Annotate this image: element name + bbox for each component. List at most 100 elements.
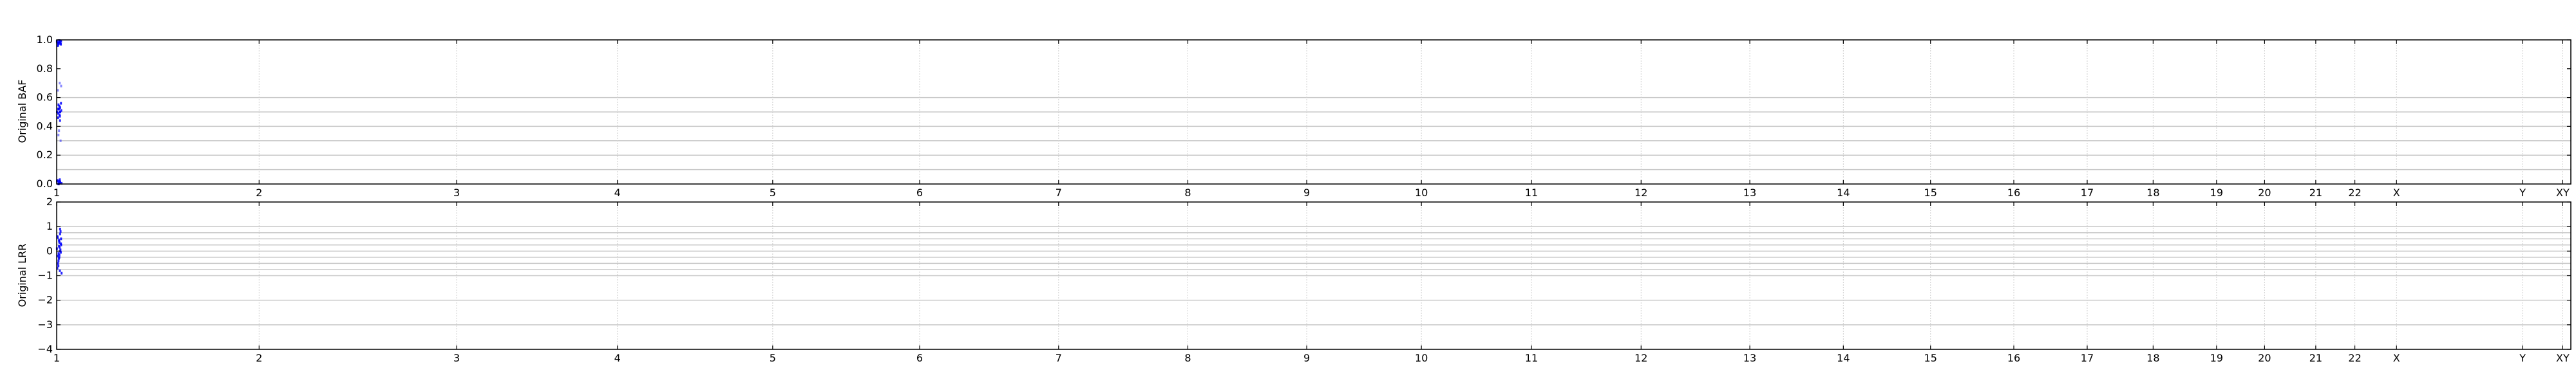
baf-data-point [57,89,59,92]
baf-data-point [57,116,59,119]
baf-xtick-label: 11 [1525,187,1538,199]
lrr-xtick-label: XY [2556,352,2570,364]
baf-xtick-label: 17 [2081,187,2094,199]
baf-xtick-label: 9 [1303,187,1310,199]
lrr-xtick-label: 2 [256,352,262,364]
baf-data-point [56,179,59,182]
baf-xtick-label: XY [2556,187,2570,199]
baf-xtick-label: 8 [1184,187,1191,199]
lrr-xtick-label: 19 [2210,352,2223,364]
lrr-ytick-label: −2 [37,294,53,306]
lrr-xtick-label: 22 [2348,352,2361,364]
lrr-data-point [60,243,62,246]
baf-xtick-label: 10 [1415,187,1428,199]
baf-xtick-label: Y [2519,187,2526,199]
lrr-xtick-label: 21 [2309,352,2322,364]
baf-data-point [57,133,60,136]
baf-data-point [59,178,61,181]
baf-data-point [57,103,60,106]
baf-panel: 0.00.20.40.60.81.01 2 3 4 5 6 7 8 9 10 11 12 13 14 15 1… [16,33,2571,199]
baf-data-point [59,119,61,122]
lrr-data-point [58,241,61,244]
baf-xtick-label: 21 [2309,187,2322,199]
lrr-xtick-label: 14 [1837,352,1850,364]
lrr-xtick-label: 18 [2146,352,2159,364]
baf-data-point [60,102,62,105]
lrr-xtick-label: 6 [916,352,923,364]
baf-xtick-label: 6 [916,187,923,199]
baf-data-point [58,113,61,116]
lrr-ytick-label: −3 [37,318,53,331]
baf-ytick-label: 0.6 [37,91,53,104]
baf-xtick-label: X [2393,187,2400,199]
lrr-ytick-label: −1 [37,270,53,282]
baf-axes-frame [56,39,2571,185]
baf-xtick-label: 7 [1056,187,1062,199]
baf-data-point [59,82,61,85]
baf-xtick-label: 15 [1924,187,1937,199]
lrr-ytick-label: 0 [46,244,53,257]
lrr-xtick-label: X [2393,352,2400,364]
lrr-xtick-label: 9 [1303,352,1310,364]
lrr-xtick-label: 16 [2007,352,2020,364]
lrr-ytick-label: −4 [37,343,53,355]
baf-data-point [58,129,61,133]
lrr-xtick-label: 13 [1743,352,1756,364]
baf-data-point [58,179,61,183]
lrr-data-point [61,271,63,275]
baf-ytick-label: 0.0 [37,178,53,190]
baf-data-point [60,40,62,43]
baf-data-point [57,107,60,111]
lrr-xtick-label: 15 [1924,352,1937,364]
baf-data-point [59,181,61,184]
lrr-data-point [57,236,59,239]
baf-ytick-label: 0.8 [37,62,53,75]
lrr-ylabel: Original LRR [16,244,28,308]
lrr-data-point [59,248,62,252]
lrr-xtick-label: 20 [2258,352,2271,364]
baf-data-point [57,41,59,44]
baf-data-point [57,44,59,47]
lrr-xtick-label: 11 [1525,352,1538,364]
baf-xtick-label: 22 [2348,187,2361,199]
baf-xtick-label: 12 [1634,187,1647,199]
baf-ytick-label: 0.4 [37,120,53,132]
lrr-xtick-label: 7 [1056,352,1062,364]
lrr-data-point [60,237,62,241]
lrr-xtick-label: 5 [770,352,776,364]
lrr-data-point [58,239,61,242]
baf-data-point [57,112,60,115]
baf-data-point [60,84,62,87]
lrr-data-point [58,253,61,257]
lrr-data-point [59,227,61,230]
lrr-xtick-label: 12 [1634,352,1647,364]
baf-xtick-label: 13 [1743,187,1756,199]
baf-xtick-label: 16 [2007,187,2020,199]
baf-data-point [60,109,62,112]
lrr-xtick-label: 4 [614,352,621,364]
baf-xtick-label: 1 [53,187,60,199]
baf-ytick-label: 0.2 [37,149,53,161]
lrr-data-point [59,269,61,272]
baf-data-point [57,181,60,184]
baf-xtick-label: 20 [2258,187,2271,199]
baf-xtick-label: 5 [770,187,776,199]
baf-data-point [59,115,61,118]
lrr-xtick-label: 3 [453,352,460,364]
lrr-xtick-label: 10 [1415,352,1428,364]
lrr-data-point [57,259,60,262]
lrr-ytick-label: 1 [46,220,53,232]
baf-xtick-label: 18 [2146,187,2159,199]
lrr-data-point [59,251,62,254]
baf-xtick-label: 2 [256,187,262,199]
lrr-data-point [56,267,59,270]
lrr-data-point [59,230,62,233]
lrr-data-point [58,255,61,259]
baf-data-point [58,105,61,108]
baf-series-3 [57,82,62,142]
baf-data-point [59,111,62,113]
lrr-ytick-label: 2 [46,196,53,208]
